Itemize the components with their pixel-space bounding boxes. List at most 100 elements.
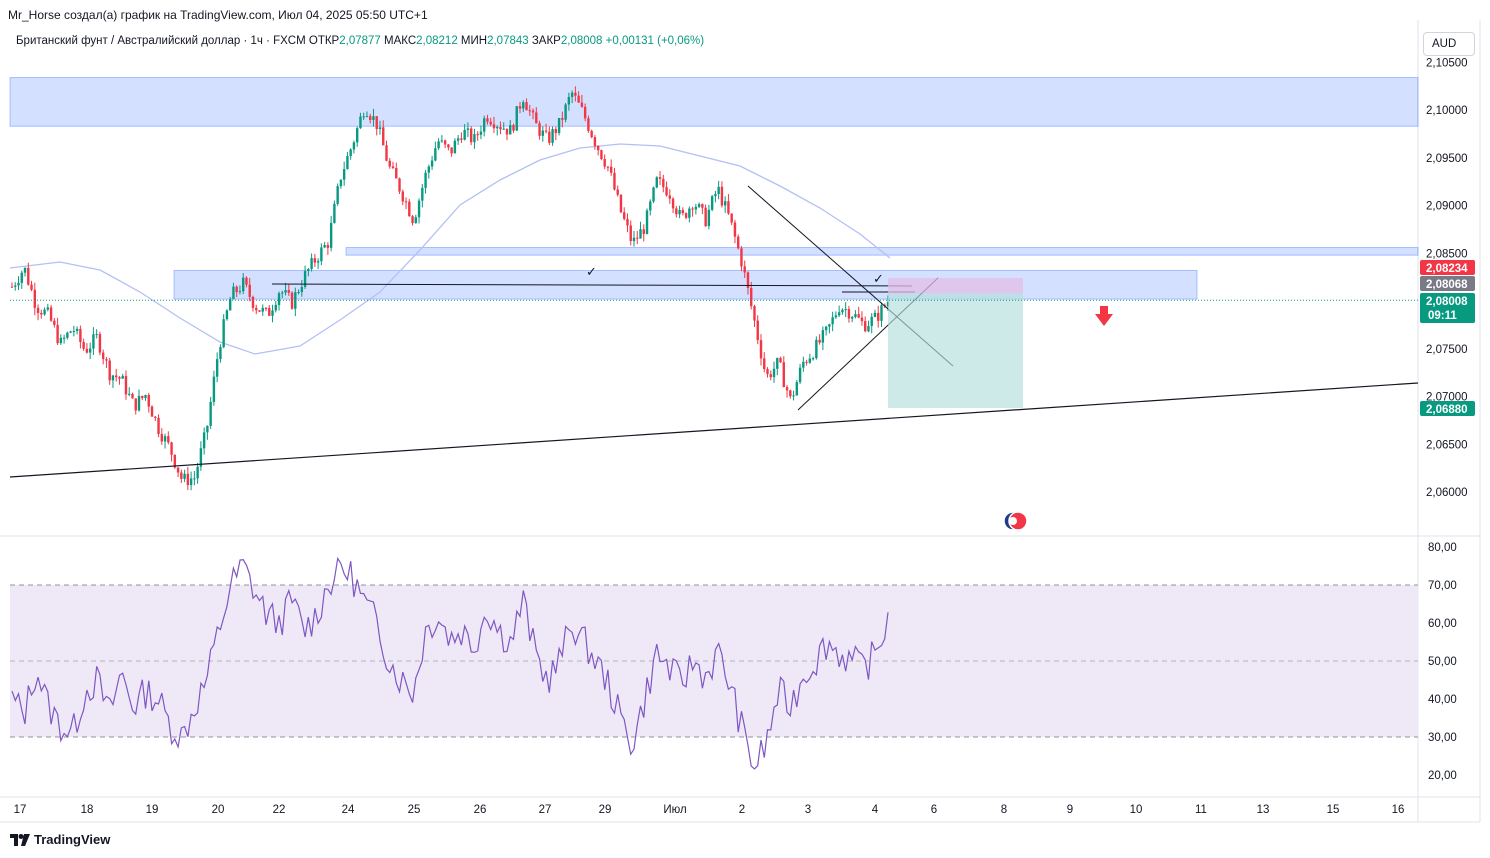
- candle-body: [251, 296, 255, 308]
- candle-body: [805, 361, 808, 363]
- candle: [27, 262, 30, 286]
- candle: [707, 204, 711, 230]
- candle: [150, 405, 154, 417]
- candle: [421, 183, 424, 208]
- candle-body: [782, 362, 785, 388]
- candle: [303, 265, 307, 290]
- candle: [655, 176, 658, 189]
- candle-body: [837, 312, 841, 316]
- candle: [228, 296, 232, 311]
- candle-body: [798, 367, 802, 383]
- candle: [157, 414, 160, 438]
- candle-body: [232, 286, 235, 300]
- time-tick-label: 29: [599, 804, 612, 816]
- candle: [805, 359, 808, 366]
- candle-body: [414, 217, 418, 224]
- price-tick-label: 2,09000: [1426, 201, 1468, 213]
- candle: [430, 155, 434, 170]
- moving-average-line: [9, 143, 891, 355]
- candle: [141, 395, 144, 401]
- candle-body: [606, 166, 610, 168]
- candle-body: [821, 330, 825, 343]
- candle-body: [339, 179, 343, 187]
- candle-body: [391, 166, 395, 168]
- candle-body: [395, 167, 398, 179]
- candle: [870, 313, 873, 334]
- price-tag: [1420, 293, 1475, 323]
- candle-body: [264, 307, 268, 309]
- candle: [251, 295, 255, 312]
- candle-body: [196, 466, 199, 479]
- low-label: МИН: [460, 35, 488, 47]
- candle-body: [115, 375, 118, 378]
- candle: [66, 331, 69, 340]
- candle-body: [242, 277, 245, 292]
- candle-body: [479, 131, 483, 135]
- candle: [316, 258, 320, 269]
- candle: [538, 120, 541, 140]
- candle: [535, 107, 538, 124]
- time-tick-label: 11: [1195, 804, 1207, 816]
- candle: [339, 179, 343, 189]
- candle-body: [456, 138, 460, 141]
- candle: [255, 304, 258, 315]
- candle-body: [72, 331, 76, 333]
- candle-body: [443, 140, 447, 145]
- candle-body: [795, 382, 799, 396]
- candle: [238, 285, 242, 295]
- tradingview-logo[interactable]: TradingView: [10, 832, 110, 847]
- candle: [681, 207, 685, 216]
- candle: [79, 325, 82, 349]
- candle: [609, 159, 613, 176]
- candle-body: [596, 145, 600, 151]
- candle-body: [720, 186, 724, 206]
- candle: [440, 135, 444, 143]
- candle-body: [277, 293, 281, 305]
- candle: [776, 357, 779, 376]
- candle-body: [733, 222, 737, 237]
- candle: [30, 280, 33, 292]
- candle-body: [737, 236, 740, 249]
- candle-body: [482, 118, 486, 132]
- candle: [649, 199, 652, 216]
- candle-body: [496, 127, 499, 129]
- candle-body: [652, 187, 655, 202]
- candle: [779, 356, 782, 364]
- candle: [268, 305, 271, 317]
- candle-body: [564, 104, 567, 120]
- candle-body: [834, 315, 838, 318]
- open-value: 2,07877: [339, 35, 381, 47]
- candle-body: [421, 187, 424, 201]
- candle-body: [202, 432, 206, 449]
- candle: [222, 314, 225, 349]
- price-tick-label: 2,07000: [1426, 392, 1468, 404]
- candle-body: [792, 395, 795, 397]
- candle: [391, 161, 395, 170]
- candle-body: [590, 130, 593, 138]
- candle: [134, 398, 137, 415]
- chart-caption: Mr_Horse создал(а) график на TradingView…: [8, 8, 428, 22]
- candle-body: [255, 307, 258, 311]
- candle-body: [678, 209, 681, 215]
- candle: [128, 387, 131, 397]
- price-tick-label: 2,06500: [1426, 439, 1468, 451]
- candle-body: [844, 309, 847, 311]
- price-tick-label: 2,08500: [1426, 248, 1468, 260]
- candle-body: [580, 102, 584, 107]
- candle: [163, 433, 167, 449]
- candle: [759, 334, 763, 366]
- candle-body: [658, 177, 662, 179]
- candle: [645, 208, 649, 235]
- candle: [841, 308, 844, 315]
- time-tick-label: 4: [872, 804, 879, 816]
- candle: [49, 304, 53, 322]
- candle: [437, 138, 440, 150]
- currency-button[interactable]: AUD: [1423, 32, 1475, 56]
- candle: [115, 368, 118, 382]
- candle: [245, 276, 248, 288]
- candle-body: [56, 324, 59, 344]
- candle: [531, 108, 535, 120]
- candle: [867, 320, 870, 333]
- candle-body: [316, 261, 320, 263]
